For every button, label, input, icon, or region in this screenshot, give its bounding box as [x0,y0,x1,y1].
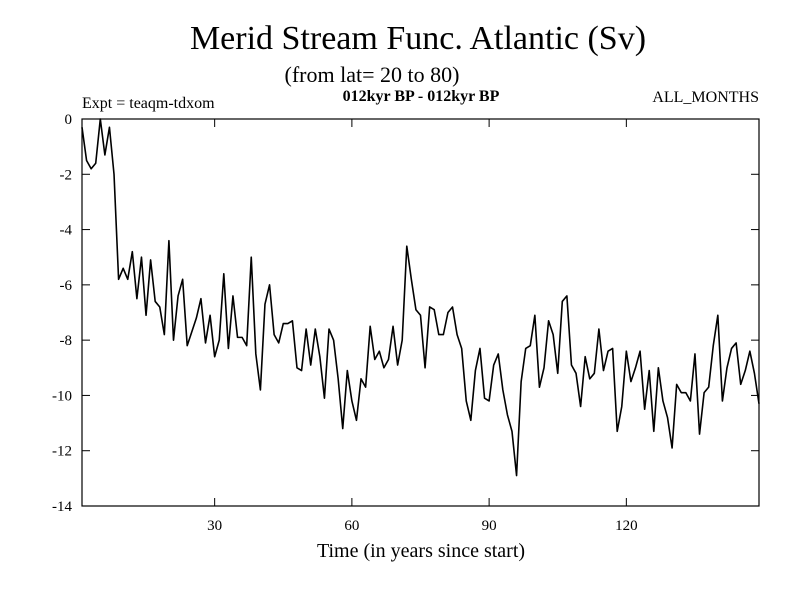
y-tick-label: -12 [52,444,72,460]
x-tick-label: 30 [207,518,222,534]
axis-ticks [82,118,759,507]
y-tick-label: -8 [60,333,73,349]
x-axis-label: Time (in years since start) [317,540,525,562]
plot-frame [81,118,760,507]
series-line [81,118,760,477]
chart-title: Merid Stream Func. Atlantic (Sv) [190,20,646,57]
y-tick-label: -2 [60,167,73,183]
season-label: ALL_MONTHS [652,89,759,106]
x-tick-label: 60 [344,518,359,534]
y-tick-label: -10 [52,388,72,404]
experiment-label: Expt = teaqm-tdxom [82,95,215,112]
chart-subtitle: (from lat= 20 to 80) [285,62,460,87]
y-tick-label: -14 [52,499,72,515]
y-tick-label: 0 [65,112,73,128]
y-tick-label: -4 [60,223,73,239]
x-tick-label: 120 [615,518,638,534]
tick-labels: 0 -2 -4 -6 -8 -10 -12 -14 30 60 90 120 [52,112,638,534]
period-label: 012kyr BP - 012kyr BP [343,88,500,105]
x-tick-label: 90 [482,518,497,534]
y-tick-label: -6 [60,278,73,294]
